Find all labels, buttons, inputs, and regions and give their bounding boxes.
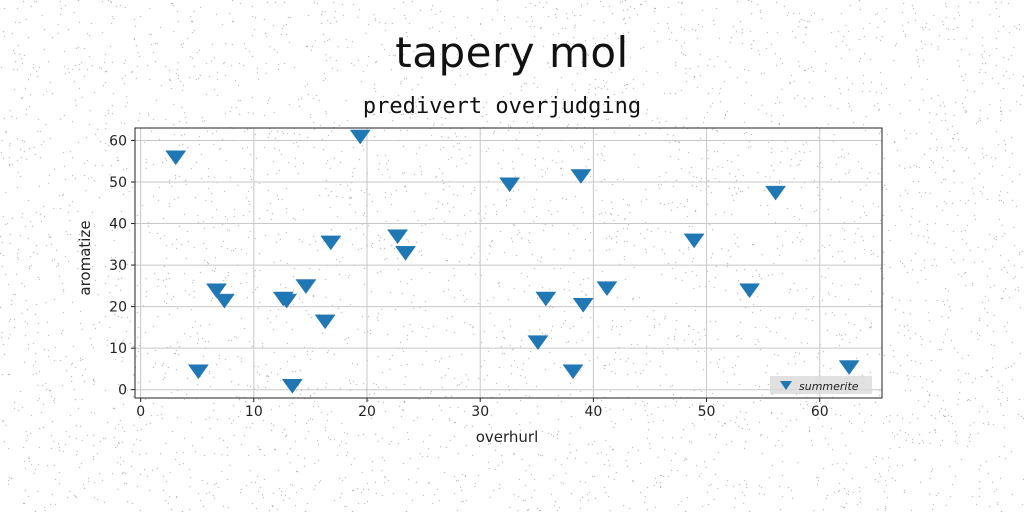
data-point-triangle-down-icon bbox=[395, 246, 416, 261]
data-point-triangle-down-icon bbox=[527, 335, 549, 351]
data-point-triangle-down-icon bbox=[213, 293, 235, 309]
data-point-triangle-down-icon bbox=[535, 291, 557, 307]
chart-subtitle: predivert overjudging bbox=[362, 94, 642, 119]
y-tick-label: 30 bbox=[109, 258, 127, 274]
data-point-triangle-down-icon bbox=[349, 129, 371, 145]
y-tick-label: 60 bbox=[109, 133, 127, 149]
legend: summerite bbox=[770, 376, 872, 394]
data-point-triangle-down-icon bbox=[281, 378, 303, 394]
x-tick-label: 60 bbox=[811, 404, 829, 420]
x-tick-label: 30 bbox=[471, 404, 489, 420]
x-tick-label: 40 bbox=[584, 404, 602, 420]
data-point-triangle-down-icon bbox=[838, 360, 860, 375]
data-point-triangle-down-icon bbox=[165, 150, 187, 166]
x-axis-ticks: 0 10 20 30 40 50 60 bbox=[136, 398, 829, 420]
data-point-triangle-down-icon bbox=[596, 281, 618, 297]
data-point-triangle-down-icon bbox=[765, 185, 787, 201]
x-tick-label: 10 bbox=[245, 404, 263, 420]
data-point-triangle-down-icon bbox=[320, 235, 342, 251]
y-tick-label: 20 bbox=[109, 300, 127, 316]
y-tick-label: 10 bbox=[109, 341, 127, 357]
data-point-triangle-down-icon bbox=[562, 364, 584, 380]
y-axis-ticks: 0 10 20 30 40 50 60 bbox=[109, 133, 135, 399]
legend-label-summerite: summerite bbox=[799, 380, 859, 393]
y-tick-label: 40 bbox=[109, 217, 127, 233]
data-point-triangle-down-icon bbox=[739, 283, 761, 299]
y-axis-label: aromatize bbox=[76, 220, 94, 295]
data-point-triangle-down-icon bbox=[295, 279, 317, 294]
data-point-triangle-down-icon bbox=[570, 169, 592, 184]
x-tick-label: 20 bbox=[358, 404, 376, 420]
y-tick-label: 50 bbox=[109, 175, 127, 191]
legend-marker-triangle-down-icon bbox=[780, 381, 792, 390]
data-point-triangle-down-icon bbox=[499, 177, 521, 193]
data-point-triangle-down-icon bbox=[276, 293, 298, 309]
data-point-triangle-down-icon bbox=[187, 364, 209, 380]
plot-frame bbox=[134, 127, 883, 399]
chart-title: tapery mol bbox=[395, 28, 629, 77]
data-point-triangle-down-icon bbox=[387, 229, 409, 245]
data-point-triangle-down-icon bbox=[572, 297, 594, 313]
x-tick-label: 50 bbox=[698, 404, 716, 420]
y-tick-label: 0 bbox=[118, 383, 127, 399]
data-point-triangle-down-icon bbox=[206, 283, 227, 299]
data-points bbox=[165, 129, 860, 394]
legend-box bbox=[770, 376, 872, 394]
data-point-triangle-down-icon bbox=[314, 314, 336, 330]
x-axis-label: overhurl bbox=[476, 428, 539, 446]
grid bbox=[135, 128, 882, 398]
x-tick-label: 0 bbox=[136, 404, 145, 420]
data-point-triangle-down-icon bbox=[683, 233, 705, 249]
